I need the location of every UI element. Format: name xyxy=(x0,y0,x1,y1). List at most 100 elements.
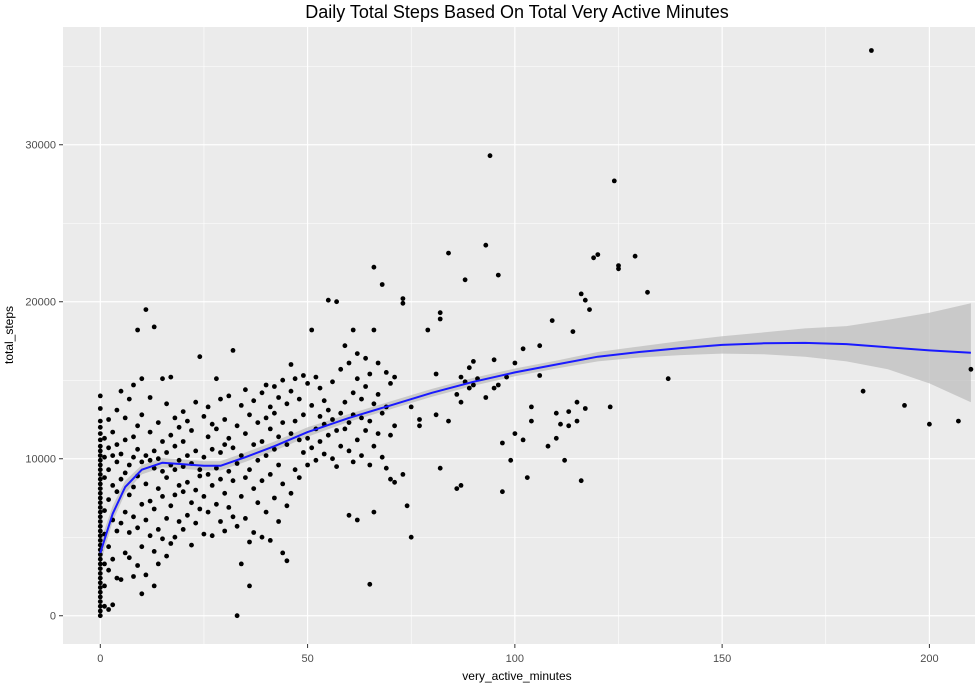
data-point xyxy=(118,476,124,482)
data-point xyxy=(259,478,265,484)
data-point xyxy=(201,414,207,419)
data-point xyxy=(155,456,161,462)
data-point xyxy=(172,467,178,473)
data-point xyxy=(267,472,273,477)
data-point xyxy=(97,552,103,557)
data-point xyxy=(97,457,103,463)
data-point xyxy=(537,373,543,378)
data-point xyxy=(305,462,310,468)
data-point xyxy=(222,528,228,534)
data-point xyxy=(860,388,866,394)
data-point xyxy=(172,443,178,449)
data-point xyxy=(151,448,157,454)
data-point xyxy=(288,490,294,496)
data-point xyxy=(317,414,323,419)
data-point xyxy=(114,489,120,495)
data-point xyxy=(97,424,103,430)
data-point xyxy=(106,497,111,502)
data-point xyxy=(180,489,186,495)
data-point xyxy=(350,390,356,396)
data-point xyxy=(338,410,344,416)
data-point xyxy=(375,392,381,397)
data-point xyxy=(375,360,381,366)
data-point xyxy=(209,421,215,427)
confidence-band-layer xyxy=(100,303,971,564)
data-point xyxy=(255,500,261,506)
y-tick-label: 0 xyxy=(50,611,56,623)
data-point xyxy=(632,253,638,259)
data-point xyxy=(363,384,368,389)
data-point xyxy=(342,343,348,349)
data-point xyxy=(97,490,103,496)
data-point xyxy=(313,457,319,463)
data-point xyxy=(375,431,381,436)
data-point xyxy=(243,475,248,480)
data-point xyxy=(309,327,315,333)
data-point xyxy=(106,567,111,573)
data-point xyxy=(280,420,286,425)
data-point xyxy=(97,443,103,449)
data-point xyxy=(97,453,103,458)
data-point xyxy=(189,428,194,433)
data-point xyxy=(537,343,543,349)
data-point xyxy=(143,481,149,487)
data-point xyxy=(437,465,443,471)
data-point xyxy=(131,574,136,579)
data-point xyxy=(869,48,874,53)
data-point xyxy=(209,483,215,488)
x-tick-label: 0 xyxy=(97,653,103,665)
data-point xyxy=(168,432,174,438)
data-point xyxy=(272,495,277,501)
data-point xyxy=(147,395,153,400)
data-point xyxy=(160,468,165,474)
data-point xyxy=(363,355,368,361)
data-point xyxy=(334,464,339,469)
data-point xyxy=(446,250,451,256)
data-point xyxy=(172,492,178,498)
data-point xyxy=(97,418,103,424)
data-point xyxy=(97,580,103,586)
data-point xyxy=(97,431,103,436)
data-point xyxy=(189,542,194,548)
data-point xyxy=(97,556,103,562)
data-point xyxy=(483,395,489,400)
data-point xyxy=(313,374,319,380)
data-point xyxy=(371,509,377,515)
data-point xyxy=(102,583,107,589)
data-point xyxy=(574,418,580,424)
data-point xyxy=(284,442,290,447)
data-point xyxy=(371,327,377,333)
data-point xyxy=(321,398,327,404)
data-point xyxy=(309,403,315,408)
data-point xyxy=(616,263,621,268)
data-point xyxy=(97,523,103,529)
smooth-trend-line xyxy=(99,341,971,554)
data-point xyxy=(371,401,377,407)
data-point xyxy=(288,362,294,367)
data-point xyxy=(292,418,298,424)
data-point xyxy=(122,550,128,556)
data-point xyxy=(97,467,103,473)
data-point xyxy=(160,536,165,542)
data-point xyxy=(367,462,373,468)
data-point xyxy=(197,506,203,512)
data-point xyxy=(110,429,116,435)
data-point xyxy=(97,406,103,411)
data-point xyxy=(160,494,165,499)
data-point xyxy=(296,396,302,402)
data-point xyxy=(97,486,103,491)
data-point xyxy=(106,445,111,451)
data-point xyxy=(280,481,286,487)
data-point xyxy=(272,410,277,416)
data-point xyxy=(417,417,422,422)
data-point xyxy=(214,501,219,507)
data-point xyxy=(230,348,236,353)
data-point xyxy=(574,399,580,405)
data-point xyxy=(272,384,277,389)
data-point xyxy=(135,563,141,568)
data-point xyxy=(110,602,116,608)
data-point xyxy=(582,297,588,303)
data-point xyxy=(118,520,124,526)
data-point xyxy=(151,583,157,589)
data-point xyxy=(334,428,339,433)
